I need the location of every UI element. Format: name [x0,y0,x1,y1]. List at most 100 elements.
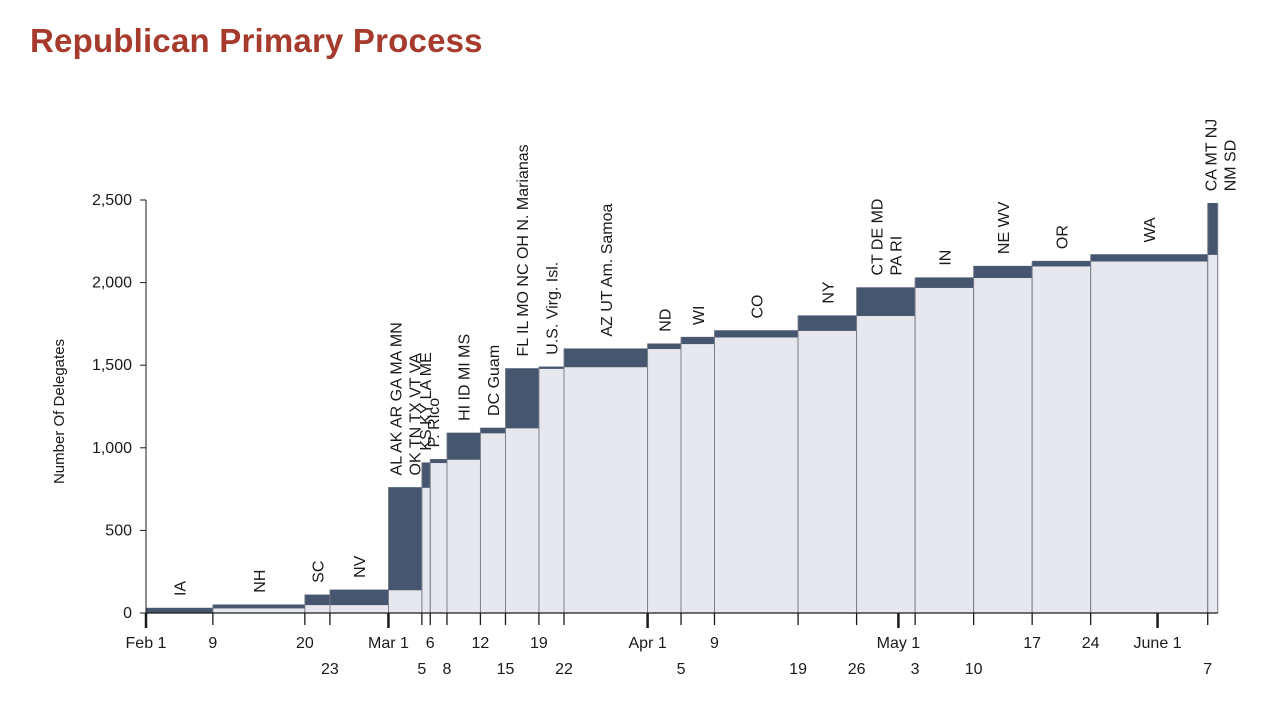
awarded-step [304,594,331,605]
cumulative-step [797,330,858,614]
contest-label: DC Guam [486,345,503,416]
contest-label: SC [310,561,327,583]
cumulative-step [973,277,1033,614]
cumulative-step [647,348,682,614]
awarded-step [429,459,448,463]
awarded-step [856,287,916,316]
contest-label: NH [252,570,269,593]
awarded-step [714,330,799,338]
contest-label: NY [820,281,837,304]
x-tick-label: 9 [208,635,217,652]
x-tick-label-lower: 23 [321,661,339,678]
contest-label: IN [937,250,954,266]
area-plot [145,203,1219,614]
cumulative-step [563,366,648,614]
x-tick-label: May 1 [877,635,921,652]
cumulative-step [1207,254,1219,614]
awarded-step [973,265,1033,278]
contest-label: NV [352,555,369,578]
cumulative-step [714,336,799,614]
x-tick-label-lower: 10 [965,661,983,678]
awarded-step [680,336,715,344]
x-tick-label: June 1 [1134,635,1182,652]
awarded-step [145,607,214,614]
x-tick-label-lower: 5 [417,661,426,678]
cumulative-step [388,589,423,614]
x-tick-label: Apr 1 [628,635,666,652]
x-tick-label-lower: 7 [1203,661,1212,678]
awarded-step [538,366,565,369]
contest-label: NE WV [996,201,1013,254]
contest-label: NM SD [1223,140,1240,192]
x-tick-label: 12 [472,635,490,652]
page-title: Republican Primary Process [30,22,483,59]
x-tick-label: 9 [710,635,719,652]
awarded-step [563,348,648,368]
y-tick-label: 0 [123,605,132,622]
awarded-step [647,343,682,349]
awarded-step [1090,254,1208,262]
contest-label: IA [172,581,189,596]
y-axis-label: Number Of Delegates [51,339,68,484]
cumulative-step [505,427,540,614]
contest-label: AZ UT Am. Samoa [599,204,616,337]
x-tick-label: 19 [530,635,548,652]
cumulative-step [446,458,481,614]
awarded-step [797,315,857,331]
contest-label: KS KY LA ME [418,352,435,450]
contest-label: P. Rico [426,398,443,448]
awarded-step [212,604,306,609]
cumulative-step [914,287,975,614]
cumulative-step [1090,260,1209,614]
y-tick-label: 500 [105,522,132,539]
cumulative-step [680,343,715,614]
contest-label: PA RI [888,236,905,276]
x-tick-label-lower: 8 [443,661,452,678]
contest-label: HI ID MI MS [457,334,474,421]
cumulative-step [429,462,448,614]
x-tick-label-lower: 5 [677,661,686,678]
awarded-step [1207,203,1219,255]
cumulative-step [856,315,916,614]
contest-label: CA MT NJ [1204,119,1221,192]
awarded-step [388,487,423,591]
cumulative-step [538,368,565,614]
y-tick-label: 2,500 [92,192,132,209]
y-tick-label: 1,500 [92,357,132,374]
awarded-step [446,432,481,460]
x-tick-label: 20 [296,635,314,652]
contest-label: U.S. Virg. Isl. [544,262,561,355]
x-tick-label: 6 [426,635,435,652]
contest-label: CO [749,295,766,319]
cumulative-step [1031,265,1092,614]
contest-label: WA [1142,217,1159,243]
contest-label: AL AK AR GA MA MN [389,322,406,475]
x-tick-label: Mar 1 [368,635,409,652]
cumulative-step [212,607,306,614]
y-tick-label: 1,000 [92,440,132,457]
axes: 0 500 1,000 1,500 2,000 2,500 Feb 1 9 20 Mar 1 6 12… [92,192,1218,678]
cumulative-step [304,604,331,614]
x-tick-label: 17 [1023,635,1041,652]
x-tick-label-lower: 26 [848,661,866,678]
cumulative-step [421,487,431,614]
x-tick-label: 24 [1082,635,1100,652]
contest-label: FL IL MO NC OH N. Marianas [515,144,532,356]
contest-labels: IA NH SC NV AL AK AR GA MA MN OK TN TX VT VAK… [172,119,1239,596]
cumulative-step [329,604,389,614]
x-tick-label: Feb 1 [126,635,167,652]
x-tick-label-lower: 3 [911,661,920,678]
awarded-step [329,589,389,605]
y-tick-label: 2,000 [92,275,132,292]
contest-label: ND [657,309,674,332]
x-tick-label-lower: 22 [555,661,573,678]
awarded-step [1031,260,1091,267]
contest-label: OK TN TX VT VA [408,353,425,476]
x-tick-label-lower: 15 [497,661,515,678]
cumulative-step [479,432,506,614]
x-tick-label-lower: 19 [789,661,807,678]
contest-label: CT DE MD [869,199,886,276]
contest-label: OR [1054,225,1071,249]
awarded-step [505,368,540,429]
